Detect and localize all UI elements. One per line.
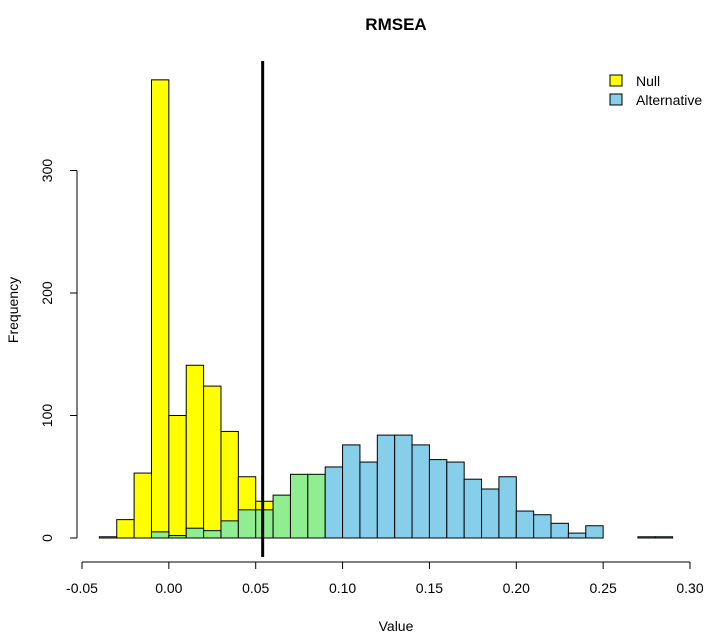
alternative-bar	[168, 535, 187, 539]
alternative-bar	[463, 478, 483, 539]
x-tick-label: 0.25	[590, 580, 617, 596]
alternative-bar	[359, 461, 378, 539]
alternative-bar	[394, 434, 413, 539]
alternative-bar	[428, 459, 448, 539]
alternative-bar	[585, 525, 604, 539]
null-bar	[133, 472, 152, 539]
x-axis: -0.05 0.00 0.05 0.10 0.15 0.20 0.25 0.30	[66, 561, 704, 596]
null-bar	[116, 519, 135, 539]
x-tick-label: 0.20	[503, 580, 530, 596]
null-bar	[203, 385, 222, 539]
legend: Null Alternative	[609, 73, 702, 108]
alternative-bar	[446, 461, 465, 539]
alternative-bar	[654, 536, 674, 539]
alternative-bar	[550, 522, 569, 539]
alternative-bar	[203, 530, 222, 539]
alternative-bar	[289, 473, 309, 539]
alternative-bar	[185, 527, 205, 539]
alternative-bar	[481, 488, 500, 539]
x-tick-label: 0.15	[416, 580, 443, 596]
alternative-bar	[567, 532, 587, 539]
alternative-bar	[272, 494, 291, 539]
y-tick-label: 0	[39, 534, 55, 542]
alternative-bars	[150, 434, 674, 539]
alternative-bar	[307, 473, 326, 539]
y-axis-label: Frequency	[5, 277, 21, 343]
x-tick-label: 0.00	[155, 580, 182, 596]
alternative-bar	[237, 509, 257, 539]
y-tick-label: 300	[39, 159, 55, 183]
alternative-bar	[220, 520, 239, 539]
null-bar	[150, 79, 170, 539]
y-tick-label: 100	[39, 404, 55, 428]
x-axis-label: Value	[379, 618, 414, 634]
y-tick-label: 200	[39, 281, 55, 305]
x-tick-label: -0.05	[66, 580, 98, 596]
alternative-bar	[498, 476, 517, 539]
null-bar	[98, 536, 118, 539]
null-bar	[168, 415, 187, 539]
null-bar	[185, 364, 205, 539]
alternative-bar	[533, 514, 552, 539]
x-tick-label: 0.10	[329, 580, 356, 596]
y-axis: 0 100 200 300	[39, 159, 78, 542]
alternative-bar	[342, 444, 361, 539]
alternative-bar	[255, 509, 274, 539]
legend-label-alternative: Alternative	[636, 92, 702, 108]
legend-label-null: Null	[636, 73, 660, 89]
x-tick-label: 0.05	[242, 580, 269, 596]
alternative-bar	[150, 531, 170, 539]
legend-swatch-null	[609, 74, 623, 87]
chart-title: RMSEA	[365, 15, 426, 34]
null-bars	[98, 79, 326, 539]
alternative-bar	[376, 434, 396, 539]
alternative-bar	[411, 444, 430, 539]
alternative-bar	[324, 466, 344, 539]
legend-swatch-alternative	[609, 93, 623, 106]
x-tick-label: 0.30	[676, 580, 703, 596]
alternative-bar	[515, 510, 535, 539]
alternative-bar	[637, 536, 656, 539]
